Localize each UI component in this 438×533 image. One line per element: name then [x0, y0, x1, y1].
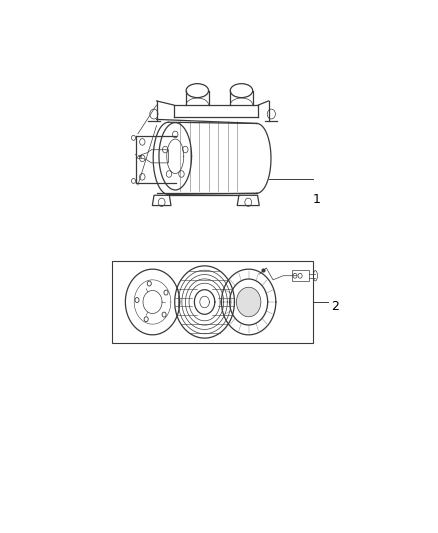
Text: 1: 1	[313, 193, 321, 206]
Bar	[113, 261, 313, 343]
Bar	[292, 270, 309, 281]
Text: 2: 2	[332, 300, 339, 312]
Circle shape	[237, 287, 261, 317]
